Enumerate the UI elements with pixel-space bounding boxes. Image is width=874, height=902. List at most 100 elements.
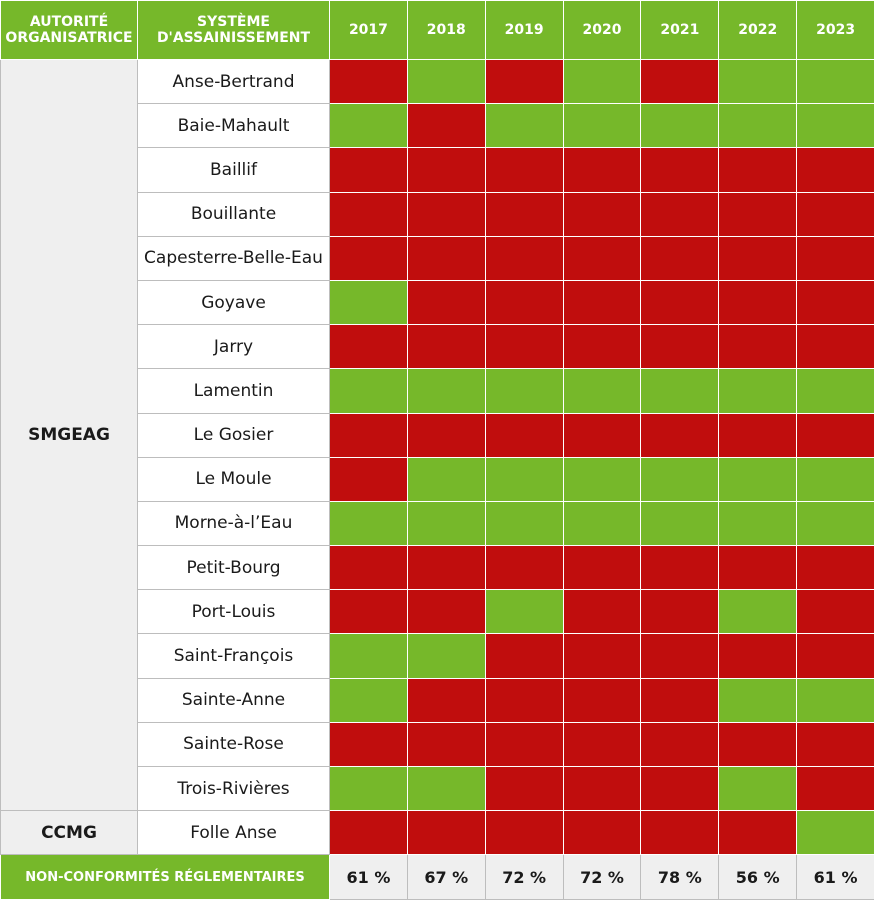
status-cell-conforme — [329, 368, 408, 414]
status-cell-non-conforme — [484, 279, 564, 326]
status-cell-non-conforme — [406, 103, 486, 149]
status-cell-non-conforme — [329, 456, 408, 502]
status-cell-conforme — [406, 368, 486, 414]
status-cell-non-conforme — [718, 324, 798, 370]
status-cell-conforme — [796, 58, 874, 105]
table-row: Jarry — [1, 324, 874, 370]
status-cell-non-conforme — [484, 765, 564, 812]
status-cell-non-conforme — [718, 235, 798, 281]
status-cell-conforme — [562, 103, 642, 149]
status-cell-non-conforme — [796, 191, 874, 237]
status-cell-non-conforme — [562, 545, 642, 591]
non-conformity-label: NON-CONFORMITÉS RÉGLEMENTAIRES — [0, 854, 330, 901]
system-name-cell: Bouillante — [137, 191, 330, 237]
status-cell-non-conforme — [796, 147, 874, 193]
status-cell-non-conforme — [329, 412, 408, 458]
system-name-cell: Port-Louis — [137, 589, 330, 635]
status-cell-non-conforme — [562, 324, 642, 370]
status-cell-non-conforme — [484, 545, 564, 591]
status-cell-conforme — [796, 500, 874, 547]
non-conformity-rate: 56 % — [718, 854, 798, 901]
table-row: Saint-François — [1, 633, 874, 679]
table-row: Trois-Rivières — [1, 765, 874, 812]
non-conformity-rate: 67 % — [406, 854, 486, 901]
status-cell-conforme — [484, 500, 564, 547]
status-cell-non-conforme — [484, 633, 564, 679]
header-row: AUTORITÉ ORGANISATRICE SYSTÈME D'ASSAINI… — [0, 0, 874, 60]
status-cell-non-conforme — [718, 545, 798, 591]
authority-cell: SMGEAG — [0, 58, 138, 812]
status-cell-non-conforme — [406, 677, 486, 723]
table-row: CCMG Folle Anse — [0, 810, 874, 856]
status-cell-non-conforme — [484, 58, 564, 105]
system-name-cell: Trois-Rivières — [137, 765, 330, 812]
status-cell-non-conforme — [796, 633, 874, 679]
year-header: 2023 — [796, 0, 874, 60]
status-cell-non-conforme — [718, 721, 798, 768]
status-cell-non-conforme — [484, 412, 564, 458]
table-row: Goyave — [1, 279, 874, 326]
status-cell-conforme — [329, 677, 408, 723]
status-cell-conforme — [796, 103, 874, 149]
status-cell-non-conforme — [329, 589, 408, 635]
status-cell-conforme — [562, 500, 642, 547]
system-name-cell: Le Gosier — [137, 412, 330, 458]
status-cell-non-conforme — [796, 279, 874, 326]
status-cell-non-conforme — [640, 324, 720, 370]
status-cell-non-conforme — [329, 810, 408, 856]
status-cell-non-conforme — [562, 633, 642, 679]
table-row: Petit-Bourg — [1, 545, 874, 591]
status-cell-conforme — [718, 58, 798, 105]
system-name-cell: Lamentin — [137, 368, 330, 414]
status-cell-non-conforme — [796, 235, 874, 281]
table-row: Le Gosier — [1, 412, 874, 458]
status-cell-non-conforme — [640, 147, 720, 193]
system-name-cell: Petit-Bourg — [137, 545, 330, 591]
table-row: Bouillante — [1, 191, 874, 237]
status-cell-non-conforme — [640, 721, 720, 768]
status-cell-non-conforme — [640, 589, 720, 635]
status-cell-conforme — [718, 103, 798, 149]
status-cell-non-conforme — [562, 721, 642, 768]
table-row: Lamentin — [1, 368, 874, 414]
table-row: Baillif — [1, 147, 874, 193]
year-header: 2020 — [562, 0, 642, 60]
status-cell-non-conforme — [406, 545, 486, 591]
status-cell-non-conforme — [718, 810, 798, 856]
status-cell-non-conforme — [484, 235, 564, 281]
status-cell-non-conforme — [640, 279, 720, 326]
status-cell-non-conforme — [562, 412, 642, 458]
system-name-cell: Sainte-Rose — [137, 721, 330, 768]
status-cell-non-conforme — [406, 589, 486, 635]
status-cell-non-conforme — [562, 765, 642, 812]
status-cell-non-conforme — [640, 765, 720, 812]
status-cell-conforme — [640, 500, 720, 547]
status-cell-non-conforme — [406, 324, 486, 370]
status-cell-conforme — [484, 103, 564, 149]
status-cell-conforme — [329, 765, 408, 812]
table-row: Baie-Mahault — [1, 103, 874, 149]
status-cell-non-conforme — [718, 279, 798, 326]
table-row: Port-Louis — [1, 589, 874, 635]
status-cell-conforme — [406, 633, 486, 679]
status-cell-conforme — [718, 368, 798, 414]
status-cell-non-conforme — [718, 147, 798, 193]
status-cell-non-conforme — [640, 810, 720, 856]
non-conformity-rate: 72 % — [484, 854, 564, 901]
system-name-cell: Morne-à-l’Eau — [137, 500, 330, 547]
status-cell-conforme — [796, 456, 874, 502]
status-cell-non-conforme — [562, 235, 642, 281]
system-name-cell: Capesterre-Belle-Eau — [137, 235, 330, 281]
status-cell-non-conforme — [640, 633, 720, 679]
non-conformity-rate: 78 % — [640, 854, 720, 901]
status-cell-conforme — [329, 103, 408, 149]
status-cell-non-conforme — [796, 721, 874, 768]
status-cell-non-conforme — [640, 235, 720, 281]
non-conformity-rate: 61 % — [796, 854, 874, 901]
status-cell-conforme — [484, 589, 564, 635]
status-cell-non-conforme — [329, 58, 408, 105]
status-cell-non-conforme — [718, 633, 798, 679]
year-header: 2022 — [718, 0, 798, 60]
status-cell-non-conforme — [640, 58, 720, 105]
